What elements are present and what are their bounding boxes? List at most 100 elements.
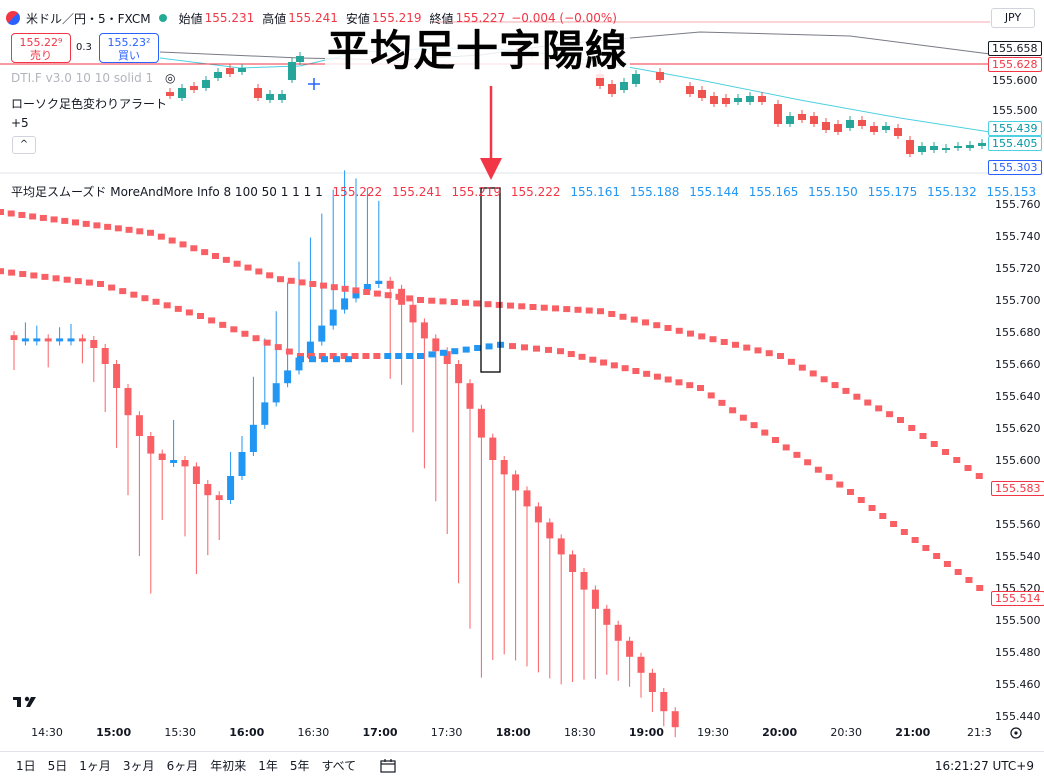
ha-candle [546, 522, 554, 539]
ha-candle [432, 338, 440, 352]
ma-upper [630, 316, 638, 323]
indicator-color-alert[interactable]: ローソク足色変わりアラート [11, 97, 168, 111]
ha-candle [10, 335, 18, 340]
ma-middle [219, 321, 227, 328]
ma-middle [485, 343, 493, 350]
ha-candle [455, 364, 463, 384]
ma-upper [897, 417, 904, 423]
ha-candle [170, 460, 178, 463]
ma-middle [804, 459, 812, 466]
ma-middle [943, 561, 951, 567]
ma-middle [697, 385, 704, 391]
symbol-name[interactable]: 米ドル／円・5・FXCM [26, 11, 151, 26]
ha-candle [318, 325, 326, 342]
price-candle [278, 94, 286, 100]
range-button[interactable]: 6ヶ月 [166, 759, 199, 773]
time-axis: 14:30 15:00 15:30 16:00 16:30 17:00 17:30 18:00… [31, 726, 992, 739]
gear-icon[interactable] [1010, 727, 1022, 739]
ha-candle [523, 490, 531, 507]
ha-candle [329, 309, 337, 326]
range-button[interactable]: 1ヶ月 [79, 759, 111, 773]
range-button[interactable]: 年初来 [210, 759, 247, 773]
range-button[interactable]: 1日 [16, 759, 36, 773]
ma-middle [545, 346, 552, 353]
ma-middle [19, 271, 27, 278]
range-button[interactable]: すべて [321, 759, 357, 773]
range-button[interactable]: 1年 [258, 759, 278, 773]
ma-upper [886, 411, 894, 418]
price-candle [190, 86, 198, 90]
calendar-icon[interactable] [380, 758, 398, 774]
ma-upper [287, 277, 295, 284]
ha-candle [375, 280, 383, 284]
ma-middle [384, 353, 392, 359]
low-value: 155.219 [371, 11, 422, 25]
ma-middle [439, 349, 447, 356]
ha-candle [363, 284, 371, 291]
ma-upper [450, 299, 458, 306]
price-candle [786, 116, 794, 124]
ma-upper [462, 299, 469, 306]
ha-candle [500, 460, 508, 475]
ha-candle [272, 383, 280, 403]
range-button[interactable]: 3ヶ月 [122, 759, 155, 773]
ma-middle [836, 481, 844, 488]
more-indicators[interactable]: +5 [11, 116, 29, 130]
ha-legend-value: 155.188 [629, 185, 680, 199]
ma-upper [147, 229, 154, 236]
eye-hidden-icon[interactable]: ◎ [164, 71, 176, 85]
ma-middle [509, 343, 516, 350]
ma-lower [297, 356, 304, 363]
ma-middle [63, 276, 71, 283]
ma-middle [163, 302, 171, 309]
price-axis-tick: 155.600 [992, 74, 1038, 87]
ha-candle [626, 640, 634, 657]
ha-legend-value: 155.144 [689, 185, 739, 199]
price-candle [656, 72, 664, 80]
time-axis-label: 14:30 [31, 726, 63, 739]
ma-middle [30, 272, 38, 279]
collapse-button[interactable]: ^ [12, 136, 36, 154]
ha-legend[interactable]: 平均足スムーズド MoreAndMore Info 8 100 50 1 1 1… [11, 183, 1044, 200]
ma-upper [864, 399, 872, 406]
ma-middle [632, 368, 640, 375]
clock[interactable]: 16:21:27 UTC+9 [934, 759, 1034, 773]
ha-candle [56, 338, 64, 342]
price-axis-tick: 155.740 [995, 230, 1041, 243]
ma-middle [52, 275, 60, 282]
ha-candle [90, 340, 98, 348]
ma-middle [911, 537, 919, 543]
ma-upper [439, 298, 447, 305]
buy-button[interactable]: 155.23² 買い [99, 33, 159, 63]
ma-upper [168, 237, 176, 244]
ma-upper [875, 405, 883, 412]
currency-select[interactable]: JPY [991, 8, 1035, 28]
range-button[interactable]: 5年 [289, 759, 310, 773]
close-value: 155.227 [455, 11, 506, 25]
indicator-dti[interactable]: DTI.F v3.0 10 10 solid 1 ◎ [11, 71, 175, 85]
ma-upper [406, 295, 414, 302]
red-arrow-head [480, 158, 502, 180]
range-button[interactable]: 5日 [47, 759, 68, 773]
ha-candle [67, 338, 75, 342]
change-value: −0.004 (−0.00%) [511, 11, 617, 25]
ma-upper [831, 382, 839, 389]
ma-middle [41, 273, 49, 280]
ma-upper [975, 473, 983, 479]
ma-middle [252, 335, 260, 342]
ma-upper [754, 347, 762, 354]
sell-button[interactable]: 155.22⁹ 売り [11, 33, 71, 63]
ma-middle [643, 370, 651, 377]
time-axis-label: 19:30 [697, 726, 729, 739]
ha-candle [580, 572, 588, 590]
price-axis-tick: 155.600 [995, 454, 1041, 467]
ma-lower [321, 356, 328, 363]
ma-middle [474, 345, 482, 351]
time-axis-label: 20:00 [762, 726, 797, 739]
time-axis-label: 16:00 [229, 726, 264, 739]
price-candle [966, 145, 974, 148]
time-axis-label: 18:30 [564, 726, 596, 739]
ma-upper [529, 304, 537, 310]
ma-middle [274, 344, 282, 351]
